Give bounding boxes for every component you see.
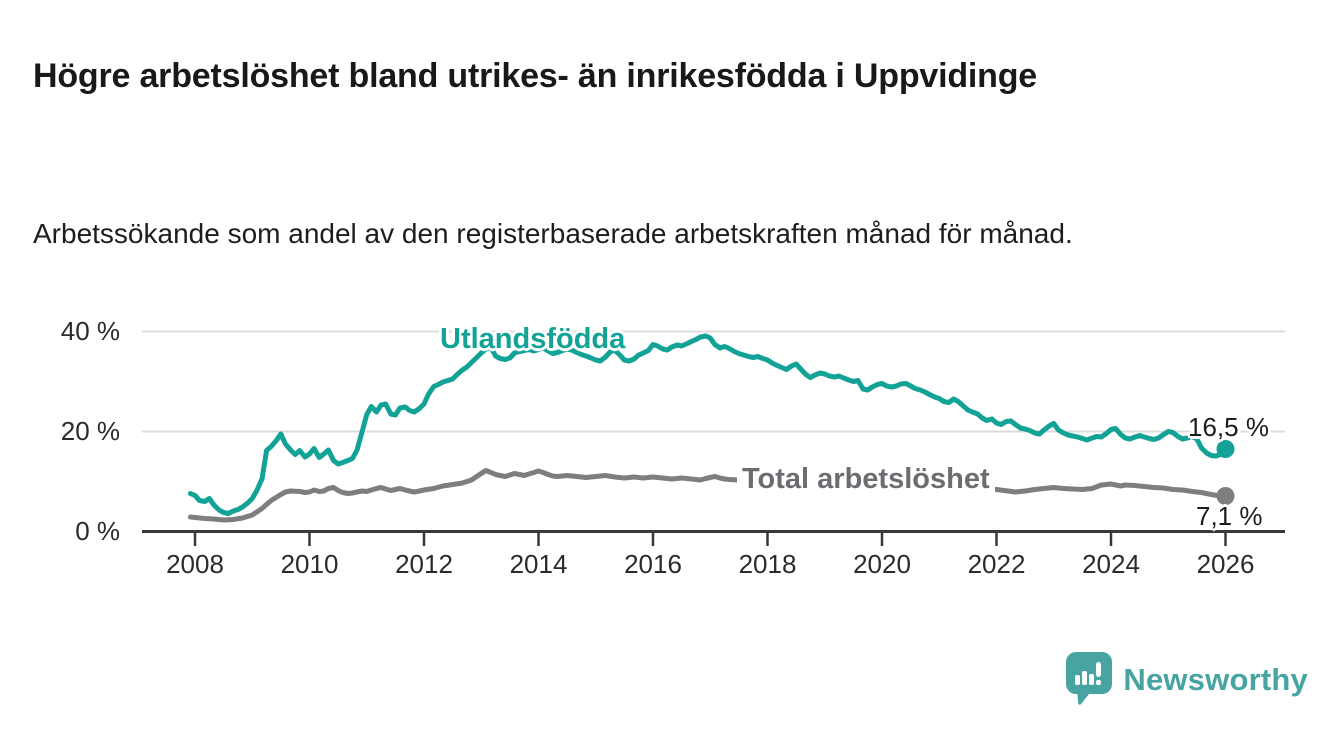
x-tick-label: 2026 [1196, 549, 1255, 579]
x-tick-label: 2008 [166, 549, 224, 579]
x-tick-label: 2020 [853, 549, 911, 579]
y-tick-label: 0 % [75, 515, 120, 546]
x-tick-label: 2016 [624, 549, 682, 579]
y-tick-label: 20 % [60, 415, 120, 446]
y-tick-label: 40 % [60, 315, 120, 346]
end-value-label-total: 7,1 % [1196, 501, 1263, 531]
x-tick-label: 2018 [738, 549, 797, 579]
series-label-total-arbetsloshet: Total arbetslöshet [737, 463, 995, 496]
x-tick-label: 2012 [395, 549, 453, 579]
brand-footer: Newsworthy [1066, 652, 1308, 708]
brand-name: Newsworthy [1123, 662, 1308, 697]
page-subtitle: Arbetssökande som andel av den registerb… [33, 218, 1073, 249]
end-value-label-utlandsfodda: 16,5 % [1188, 412, 1269, 442]
x-tick-label: 2014 [509, 549, 568, 579]
series-line [187, 333, 1228, 516]
series-line [187, 468, 1228, 523]
series-label-utlandsfodda: Utlandsfödda [440, 323, 626, 355]
series-end-dot [1216, 440, 1235, 458]
page-title: Högre arbetslöshet bland utrikes- än inr… [33, 56, 1037, 95]
x-tick-label: 2024 [1082, 549, 1140, 579]
newsworthy-logo-icon [1066, 652, 1113, 705]
x-tick-label: 2010 [280, 549, 339, 579]
x-tick-label: 2022 [967, 549, 1026, 579]
series-end-dot [1216, 487, 1235, 505]
